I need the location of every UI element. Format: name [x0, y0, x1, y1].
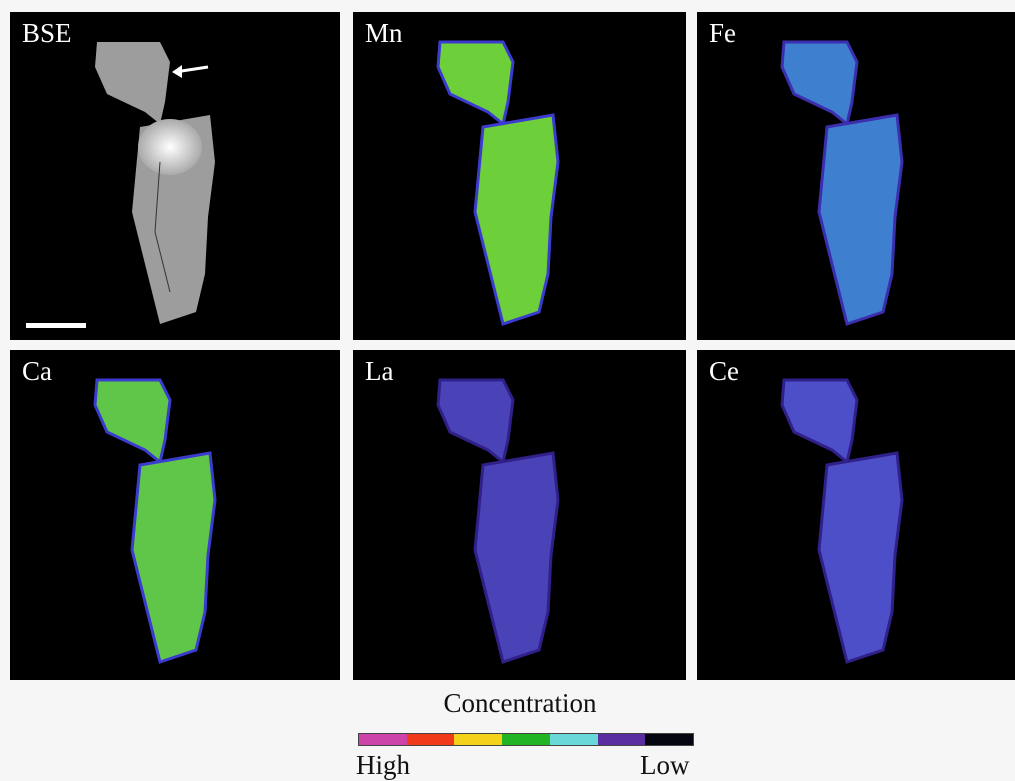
grain-map	[436, 40, 560, 326]
panel-label: Ca	[22, 356, 52, 386]
panel-label: La	[365, 356, 394, 386]
grain-map	[780, 378, 904, 664]
panel-la: La	[353, 350, 686, 680]
panel-ce: Ce	[697, 350, 1015, 680]
grain-map	[436, 378, 560, 664]
color-bar	[358, 733, 694, 746]
grain-image	[26, 42, 215, 328]
panel-ca: Ca	[10, 350, 340, 680]
panel-mn: Mn	[353, 12, 686, 340]
panel-label: Ce	[709, 356, 739, 386]
panel-bse: BSE	[10, 12, 340, 340]
grain-map	[780, 40, 904, 326]
panel-label: BSE	[22, 18, 72, 48]
legend-low: Low	[640, 750, 690, 780]
panel-label: Fe	[709, 18, 736, 48]
legend-high: High	[356, 750, 410, 780]
legend-title: Concentration	[443, 688, 597, 718]
grain-map	[93, 378, 217, 664]
panel-fe: Fe	[697, 12, 1015, 340]
panel-label: Mn	[365, 18, 403, 48]
